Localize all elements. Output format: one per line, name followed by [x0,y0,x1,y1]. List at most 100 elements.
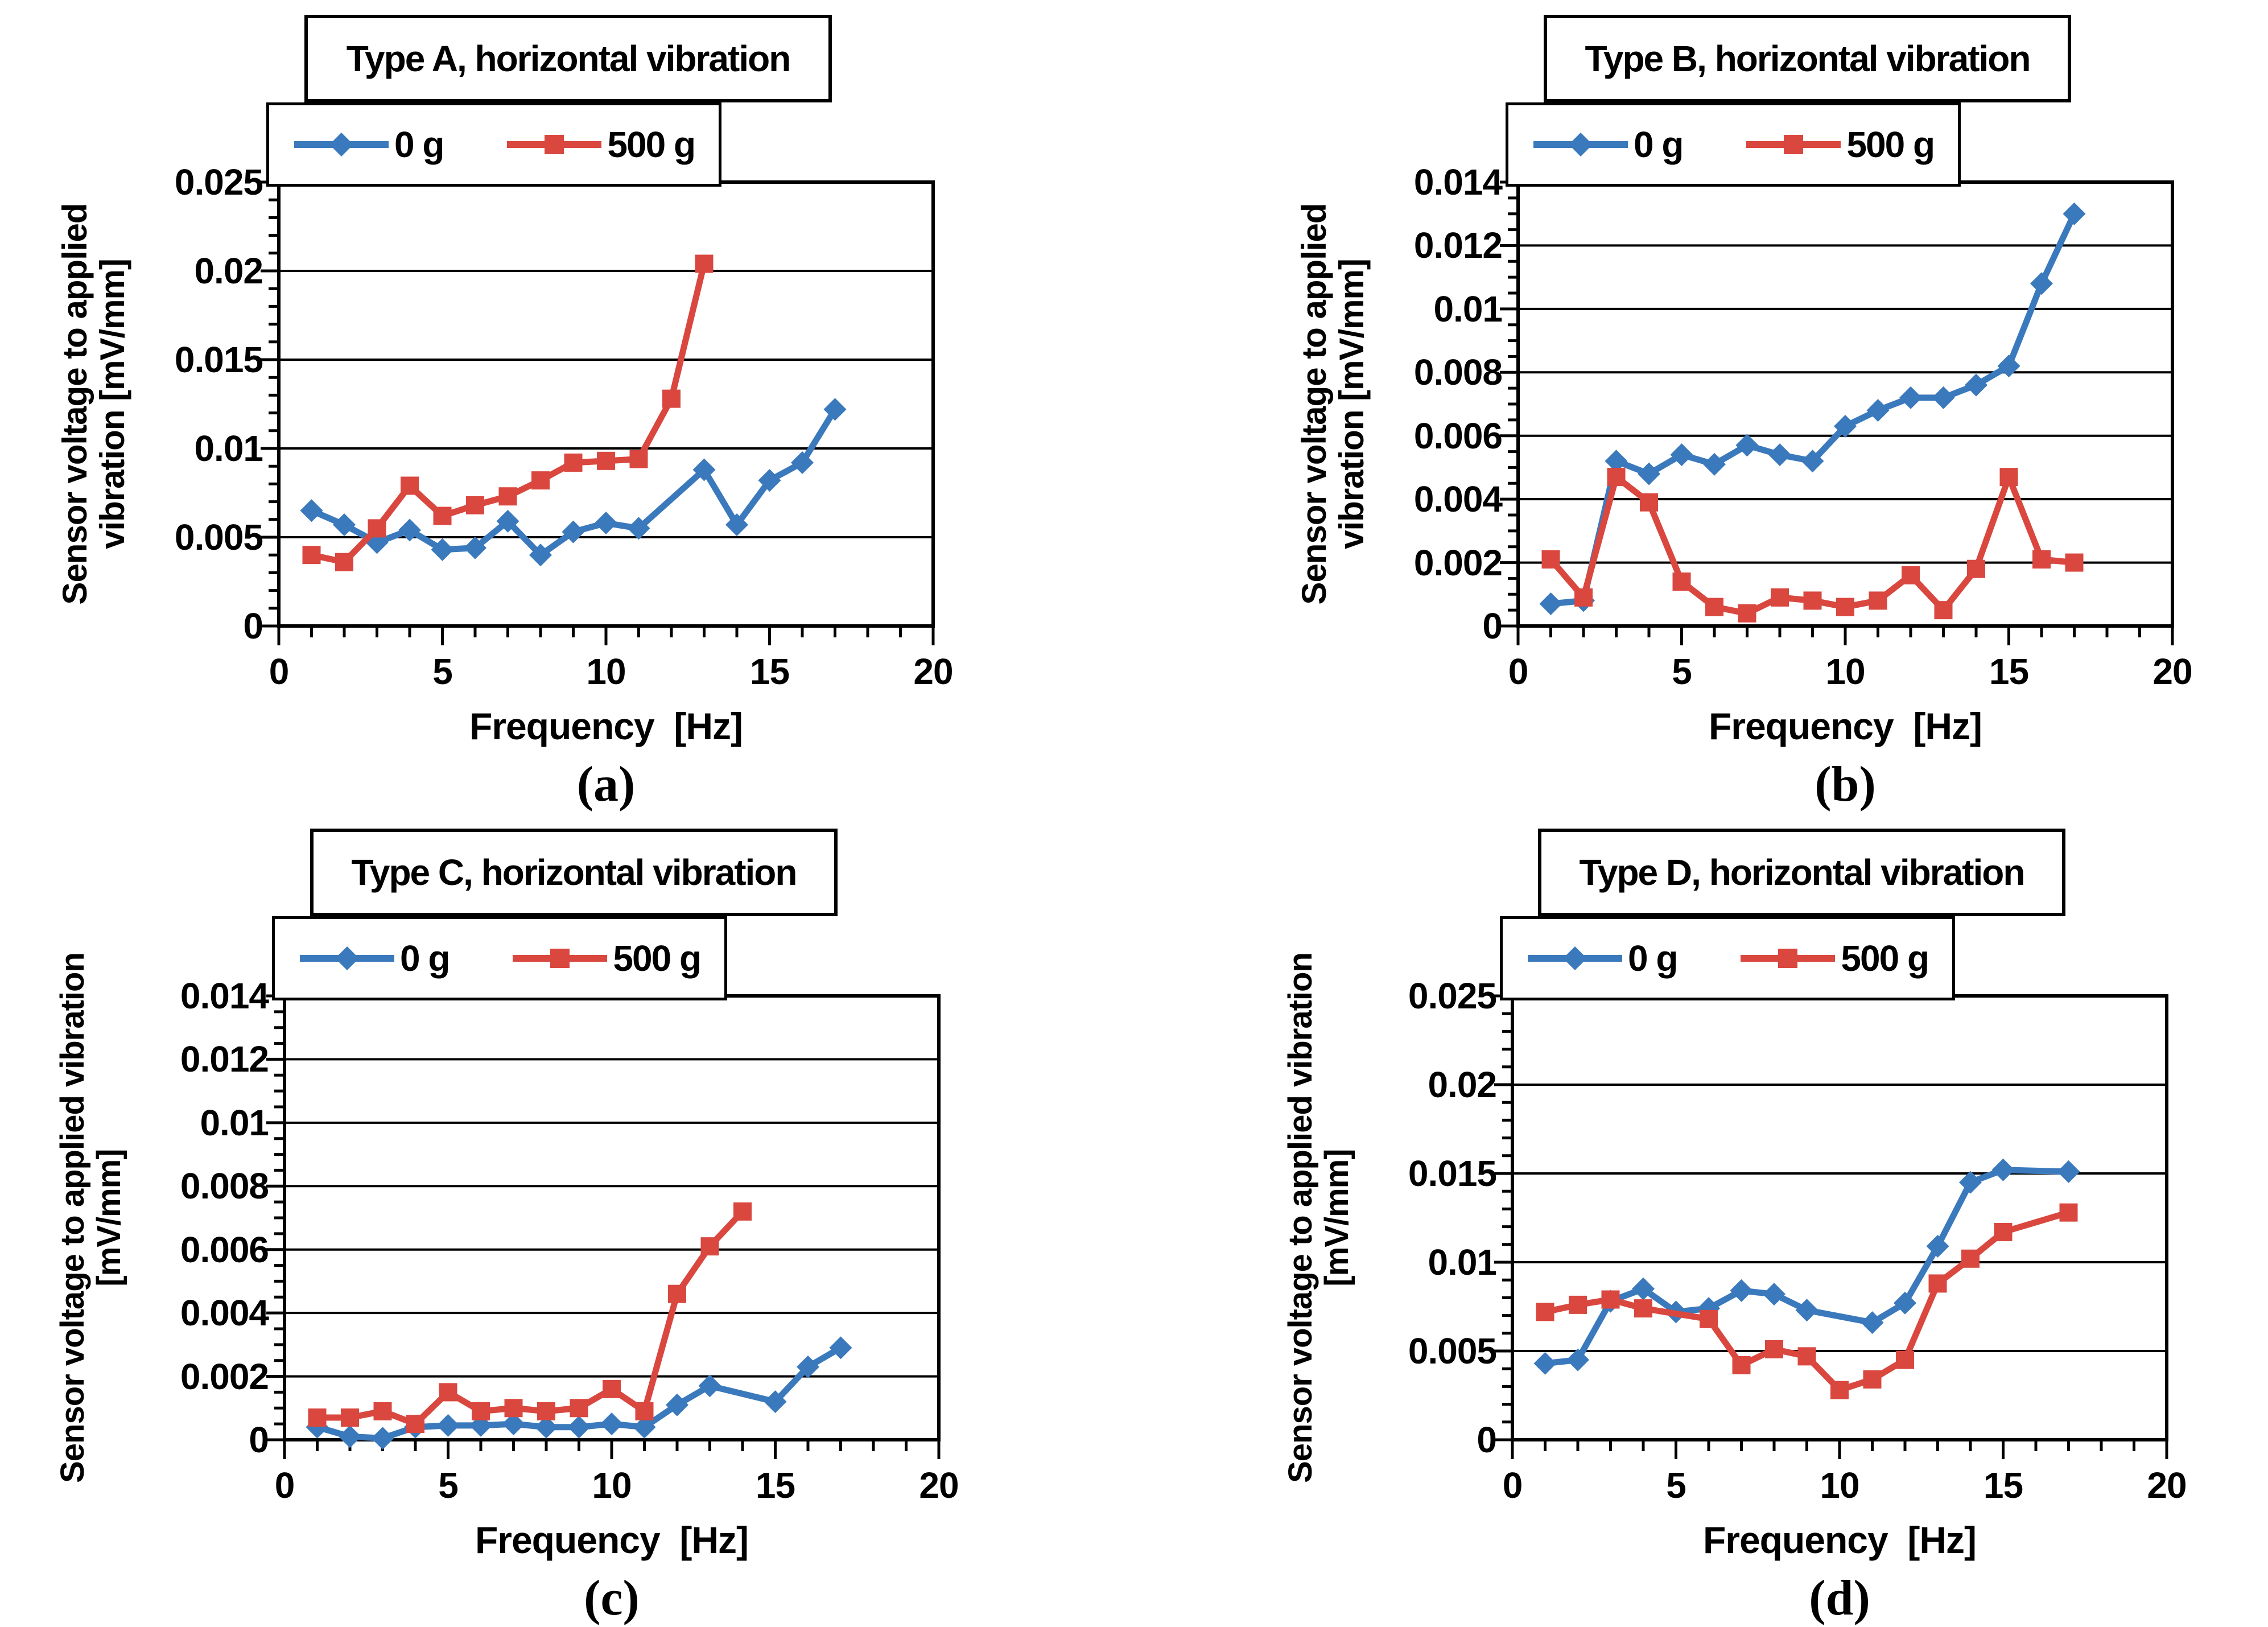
diamond-marker [1861,1311,1884,1334]
square-marker [1771,588,1789,607]
series-0g [306,1336,852,1450]
panel-d: Type D, horizontal vibration 0 g 500 g Sens… [1134,814,2268,1627]
square-marker [439,1383,457,1402]
y-axis-title: Sensor voltage to applied vibration [mV/m… [1276,825,1362,1610]
diamond-marker [333,513,356,537]
panel-c: Type C, horizontal vibration 0 g 500 g Sens… [0,814,1134,1627]
plot-area [1500,180,2174,645]
legend-marker-0g-icon [299,946,394,970]
legend-label-0g: 0 g [399,938,450,979]
square-marker [1830,1381,1849,1399]
axis-ticks [1500,180,2174,645]
panel-caption: (b) [1815,757,1876,812]
diamond-marker [758,469,781,492]
square-marker [1999,468,2018,487]
diamond-marker [1638,462,1660,485]
square-marker [597,451,615,470]
panel-b: Type B, horizontal vibration 0 g 500 g Sens… [1134,0,2268,813]
y-tick-label: 0.01 [200,1102,269,1143]
square-marker [531,471,550,490]
diamond-marker [1730,1279,1753,1302]
diamond-marker [1965,373,1987,397]
legend-label-500g: 500 g [1846,124,1935,165]
legend-marker-500g-icon [1746,135,1841,154]
diamond-marker [1697,1297,1720,1320]
x-tick-label: 5 [1666,1465,1686,1506]
square-marker [498,487,517,506]
chart-title: Type D, horizontal vibration [1538,829,2065,916]
square-marker [668,1284,686,1303]
legend-item-500g: 500 g [1745,123,1935,166]
x-tick-label: 20 [913,651,953,692]
y-axis-title-line: Sensor voltage to applied [56,203,94,605]
series-500g [1536,1203,2078,1399]
diamond-marker [339,1425,361,1448]
series-0g [1539,202,2086,615]
y-tick-label: 0.005 [174,517,263,558]
y-axis-title-line: Sensor voltage to applied [1295,203,1333,605]
y-tick-label: 0.004 [1413,479,1503,520]
square-marker [1967,559,1985,578]
y-tick-label: 0.01 [1433,288,1503,329]
gridlines [1518,244,2172,564]
square-marker [603,1379,621,1398]
square-marker [1541,550,1560,569]
diamond-marker [1926,1234,1949,1258]
x-tick-label: 15 [749,651,790,692]
square-marker [1934,601,1953,620]
y-tick-label: 0.025 [174,162,263,203]
legend-square [550,949,570,968]
square-marker [1863,1370,1882,1389]
panel-caption: (c) [584,1571,640,1626]
y-tick-label: 0.004 [180,1292,269,1334]
diamond-marker [371,1427,394,1450]
legend-item-500g: 500 g [506,123,696,166]
x-tick-label: 0 [1502,1465,1523,1506]
diamond-marker [1566,1348,1589,1371]
square-marker [2059,1203,2078,1222]
chart-title: Type A, horizontal vibration [304,15,832,102]
y-tick-label: 0.015 [174,339,263,380]
x-tick-label: 0 [269,651,290,692]
y-tick-label: 0.008 [1413,352,1503,393]
diamond-marker [1899,386,1922,409]
square-marker [2032,550,2051,569]
square-marker [662,389,681,408]
diamond-marker [1768,443,1791,467]
diamond-marker [2057,1160,2080,1183]
series-line [308,406,838,558]
x-axis-title: Frequency [Hz] [475,1519,749,1561]
panel-c-content: Type C, horizontal vibration 0 g 500 g Sens… [6,814,1134,1627]
square-marker [302,546,321,565]
square-marker [1607,468,1626,487]
diamond-marker [1959,1171,1982,1194]
plot-area [261,180,935,645]
panel-caption: (a) [576,757,636,812]
axis-ticks [266,994,941,1459]
diamond-marker [600,1412,623,1436]
square-marker [1705,598,1723,616]
square-marker [733,1202,752,1221]
legend-marker-0g-icon [294,133,389,156]
square-marker [308,1408,327,1427]
diamond-marker [502,1412,525,1436]
diamond-marker [1703,452,1726,476]
diamond-marker [2063,202,2086,225]
diamond-marker [1795,1299,1818,1322]
diamond-marker [464,536,486,559]
square-marker [1896,1350,1914,1369]
square-marker [1994,1222,2013,1241]
diamond-marker [698,1374,721,1398]
y-axis-title-line: [mV/mm] [1318,1149,1355,1287]
square-marker [1634,1299,1652,1318]
legend-diamond [1562,946,1587,970]
diamond-marker [1539,592,1562,615]
legend-item-0g: 0 g [299,937,450,979]
legend-item-500g: 500 g [1739,937,1929,979]
square-marker [629,450,648,468]
square-marker [1738,604,1756,623]
panel-b-content: Type B, horizontal vibration 0 g 500 g Sens… [1239,0,2268,813]
diamond-marker [1834,415,1857,438]
legend-diamond [335,946,359,970]
square-marker [1797,1347,1816,1366]
